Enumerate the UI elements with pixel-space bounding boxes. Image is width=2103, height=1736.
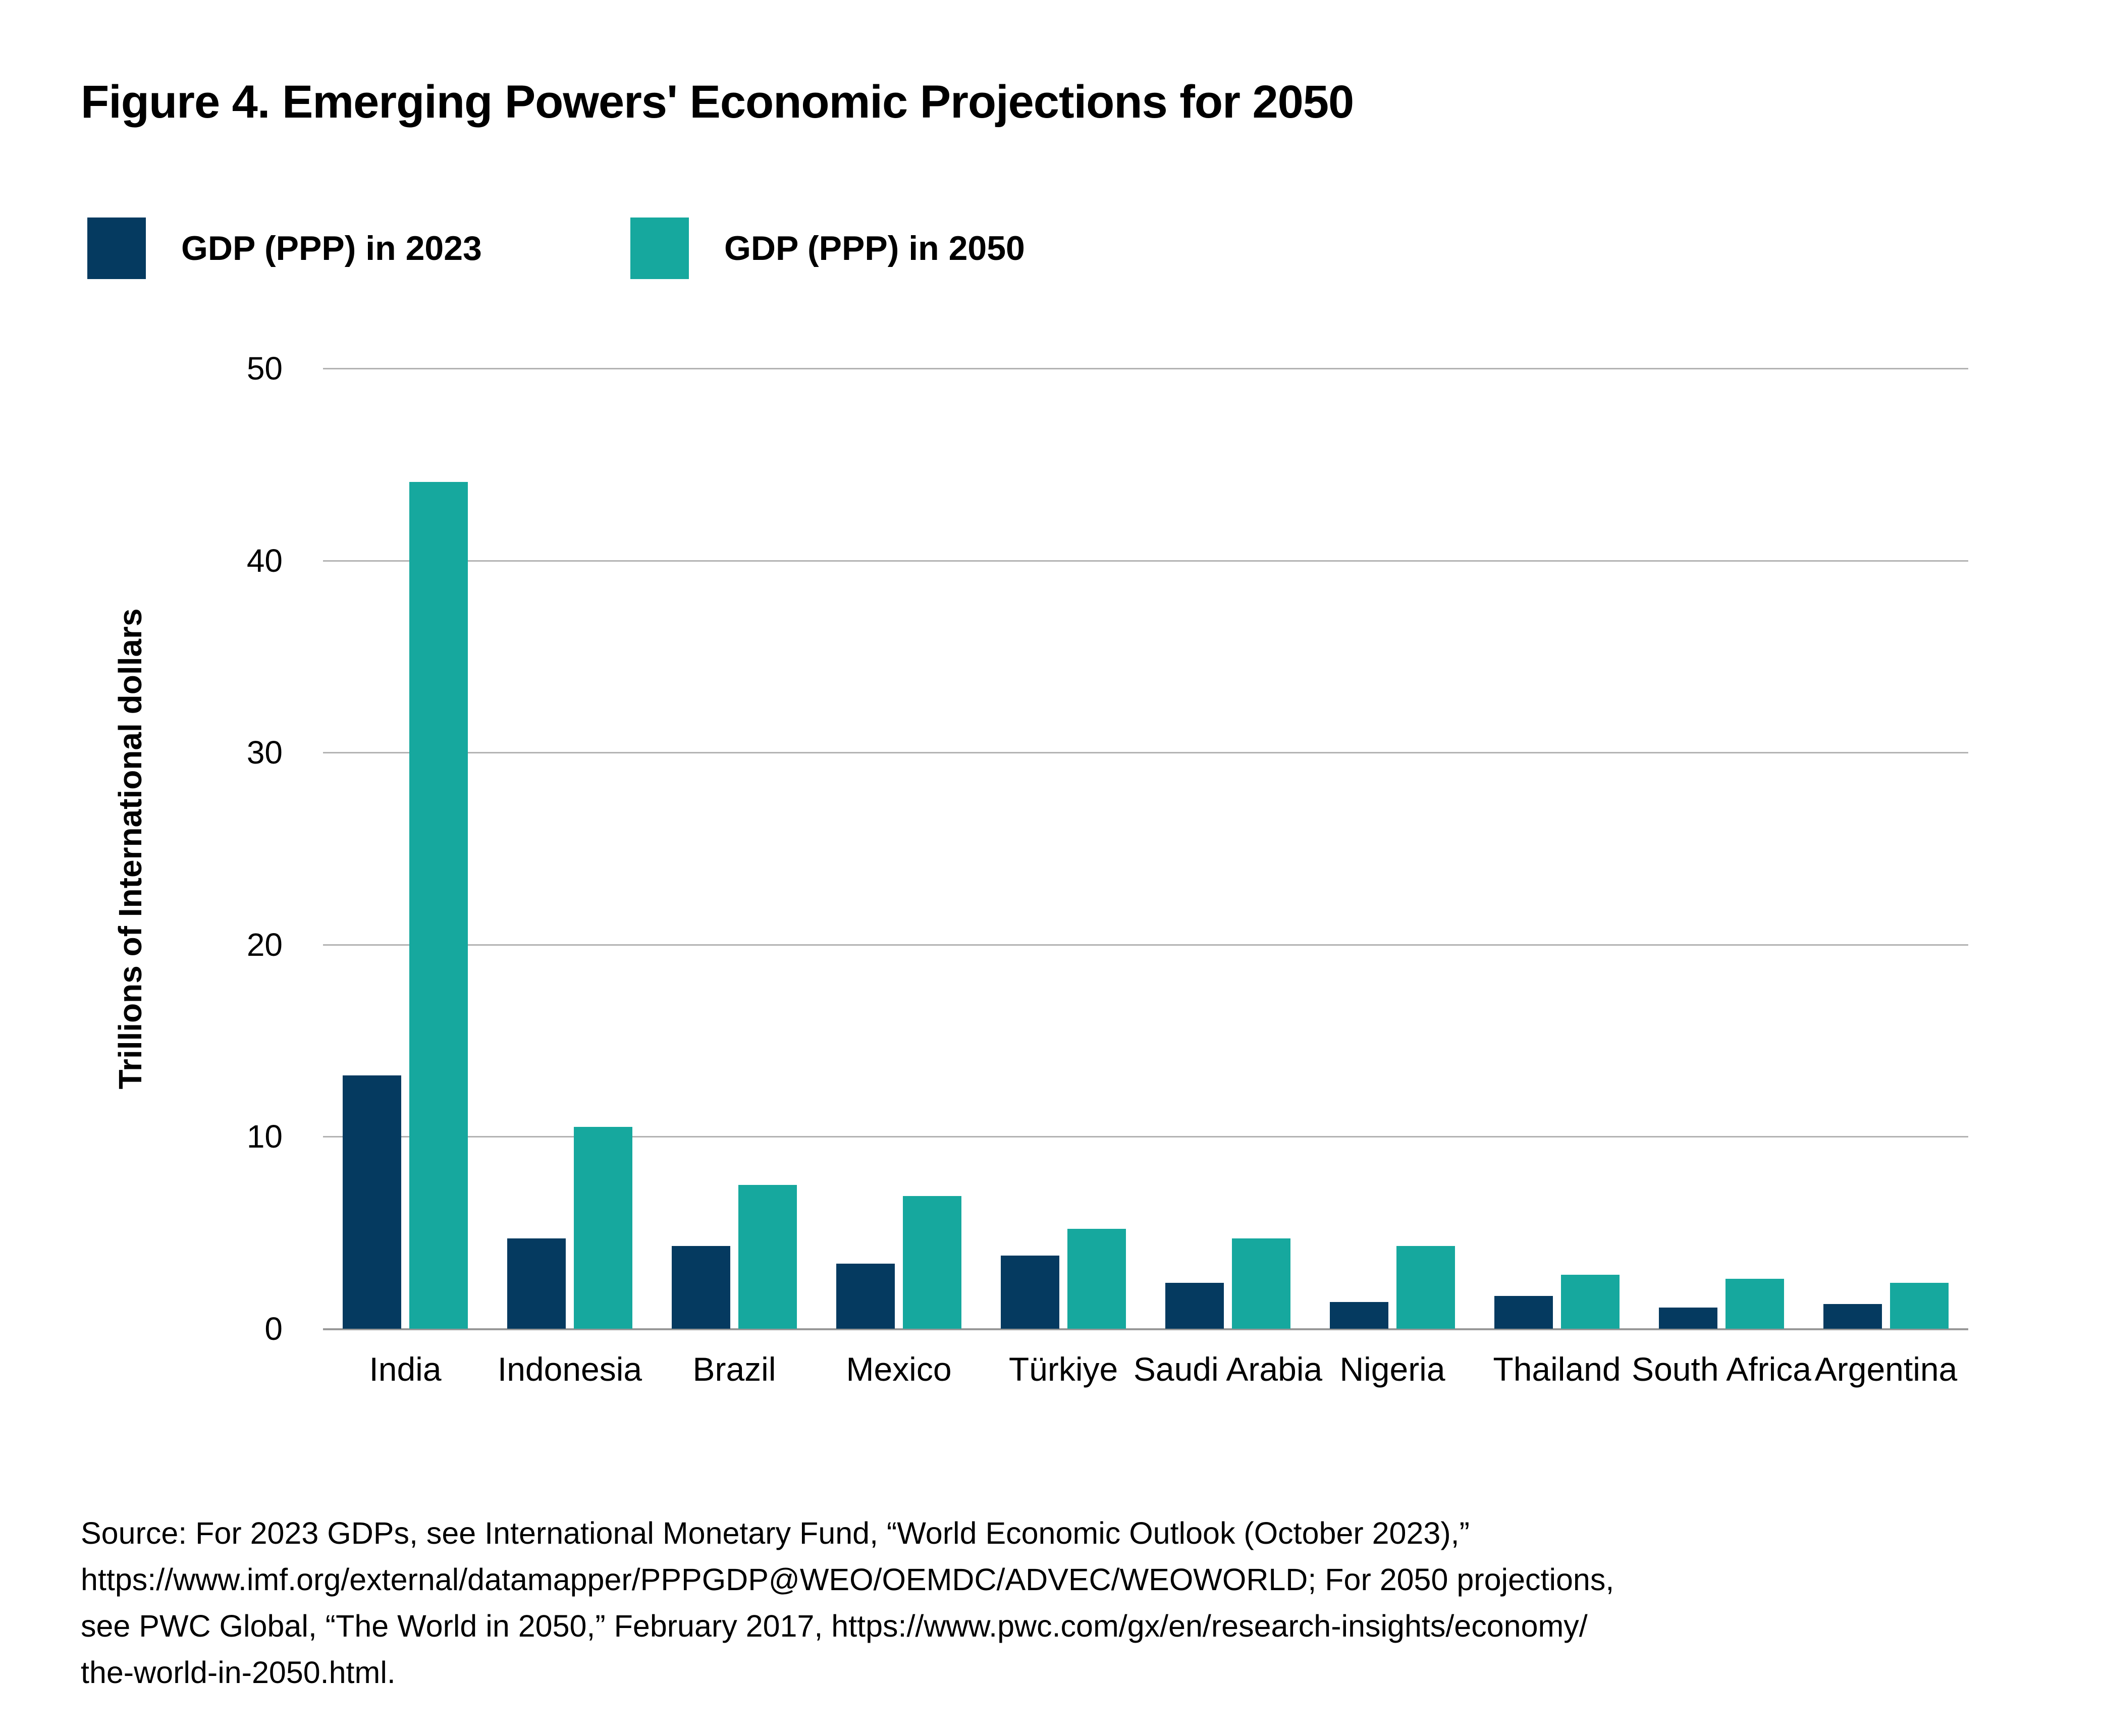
legend-swatch-2023 [87, 218, 146, 279]
bar-indonesia-2050 [574, 1127, 632, 1329]
bar-south-africa-2023 [1659, 1308, 1717, 1329]
category-label-t-rkiye: Türkiye [1008, 1350, 1118, 1388]
legend-item-2023: GDP (PPP) in 2023 [87, 218, 482, 279]
bar-thailand-2023 [1494, 1296, 1553, 1329]
bar-mexico-2023 [836, 1263, 895, 1329]
legend-label-2050: GDP (PPP) in 2050 [724, 229, 1025, 267]
bar-saudi-arabia-2023 [1165, 1282, 1224, 1329]
y-tick-label-20: 20 [246, 926, 283, 963]
bar-brazil-2050 [738, 1184, 797, 1329]
x-axis-baseline [323, 1328, 1968, 1330]
bar-thailand-2050 [1561, 1275, 1620, 1329]
category-label-saudi-arabia: Saudi Arabia [1133, 1350, 1323, 1388]
bar-india-2050 [409, 481, 468, 1329]
bar-t-rkiye-2050 [1067, 1229, 1126, 1329]
y-axis-tick-labels: 0 10 20 30 40 50 [131, 350, 283, 1347]
bar-nigeria-2023 [1330, 1301, 1388, 1329]
bar-group-india: India [343, 368, 468, 1388]
legend-swatch-2050 [630, 218, 689, 279]
bar-nigeria-2050 [1396, 1246, 1455, 1329]
figure-title: Figure 4. Emerging Powers' Economic Proj… [81, 76, 1354, 128]
bar-saudi-arabia-2050 [1232, 1238, 1290, 1329]
gridline-20 [323, 944, 1968, 946]
y-tick-label-50: 50 [246, 350, 283, 387]
category-label-mexico: Mexico [846, 1350, 952, 1388]
category-label-nigeria: Nigeria [1339, 1350, 1445, 1388]
bar-argentina-2023 [1823, 1304, 1882, 1329]
bar-brazil-2023 [672, 1246, 730, 1329]
bar-group-argentina: Argentina [1815, 368, 1957, 1388]
category-label-thailand: Thailand [1493, 1350, 1621, 1388]
bar-group-t-rkiye: Türkiye [1001, 368, 1126, 1388]
category-label-india: India [369, 1350, 442, 1388]
bar-group-brazil: Brazil [672, 368, 797, 1388]
bar-group-mexico: Mexico [836, 368, 961, 1388]
gridline-30 [323, 752, 1968, 754]
category-label-indonesia: Indonesia [497, 1350, 642, 1388]
bar-group-indonesia: Indonesia [498, 368, 642, 1388]
bar-group-thailand: Thailand [1493, 368, 1621, 1388]
source-line-1: Source: For 2023 GDPs, see International… [81, 1516, 1470, 1550]
bar-indonesia-2023 [507, 1238, 566, 1329]
bar-south-africa-2050 [1725, 1279, 1784, 1329]
legend-label-2023: GDP (PPP) in 2023 [181, 229, 482, 267]
category-label-brazil: Brazil [692, 1350, 776, 1388]
bar-groups: India Indonesia Brazil Mexico Türkiye Saudi A… [323, 368, 1968, 1388]
category-label-argentina: Argentina [1814, 1350, 1958, 1388]
y-tick-label-0: 0 [264, 1311, 283, 1347]
y-tick-label-30: 30 [246, 734, 283, 771]
source-line-3: see PWC Global, “The World in 2050,” Feb… [81, 1609, 1588, 1643]
bar-mexico-2050 [903, 1196, 961, 1329]
bar-chart-plot-area: India Indonesia Brazil Mexico Türkiye Saudi A… [323, 368, 1968, 1388]
bar-group-saudi-arabia: Saudi Arabia [1134, 368, 1322, 1388]
source-line-2: https://www.imf.org/external/datamapper/… [81, 1562, 1614, 1597]
category-label-south-africa: South Africa [1632, 1350, 1811, 1388]
bar-group-nigeria: Nigeria [1330, 368, 1455, 1388]
gridline-10 [323, 1136, 1968, 1138]
source-note: Source: For 2023 GDPs, see International… [81, 1510, 2039, 1696]
legend-item-2050: GDP (PPP) in 2050 [630, 218, 1025, 279]
gridline-40 [323, 560, 1968, 562]
bar-india-2023 [343, 1075, 401, 1329]
source-line-4: the-world-in-2050.html. [81, 1655, 396, 1690]
bar-group-south-africa: South Africa [1632, 368, 1811, 1388]
bar-argentina-2050 [1890, 1282, 1949, 1329]
y-tick-label-40: 40 [246, 542, 283, 579]
bar-t-rkiye-2023 [1001, 1256, 1059, 1329]
gridline-50 [323, 368, 1968, 369]
y-tick-label-10: 10 [246, 1118, 283, 1155]
